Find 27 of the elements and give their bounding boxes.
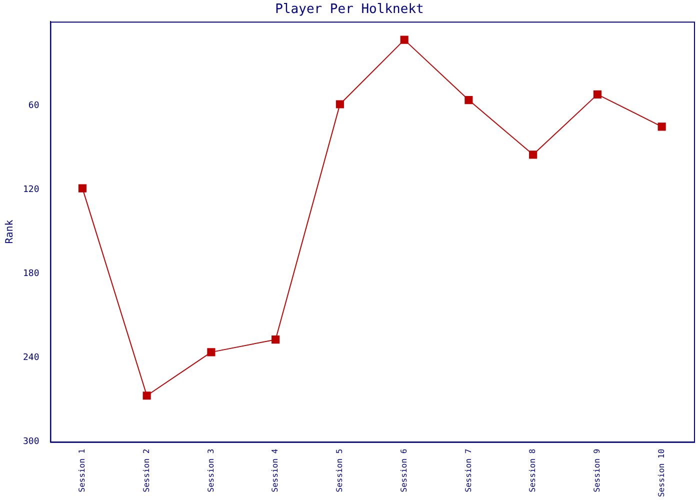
point bbox=[78, 184, 86, 192]
x-tick-label: Session 2 bbox=[142, 448, 151, 492]
x-tick-label: Session 8 bbox=[528, 448, 538, 492]
chart-title: Player Per Holknekt bbox=[275, 2, 424, 18]
y-tick-label: 120 bbox=[22, 185, 40, 196]
point bbox=[529, 150, 538, 159]
point bbox=[336, 100, 344, 108]
y-tick-label: 60 bbox=[28, 100, 40, 111]
y-tick-label: 180 bbox=[22, 269, 40, 280]
point bbox=[142, 392, 151, 400]
point bbox=[400, 36, 408, 44]
y-tick-label: 240 bbox=[22, 353, 40, 364]
x-tick-label: Session 9 bbox=[592, 448, 602, 492]
point bbox=[272, 336, 280, 344]
x-tick-label: Session 4 bbox=[270, 448, 280, 492]
point bbox=[593, 90, 602, 98]
y-axis-title: Rank bbox=[4, 220, 16, 244]
point bbox=[207, 348, 216, 356]
x-tick-label: Session 1 bbox=[78, 448, 87, 492]
x-tick-label: Session 5 bbox=[335, 448, 344, 492]
y-tick-label: 300 bbox=[22, 437, 40, 448]
point bbox=[464, 96, 473, 104]
x-tick-label: Session 3 bbox=[206, 448, 216, 492]
point bbox=[658, 122, 666, 131]
x-tick-label: Session 7 bbox=[464, 448, 473, 492]
x-tick-label: Session 6 bbox=[399, 448, 408, 492]
x-tick-label: Session 10 bbox=[656, 448, 666, 498]
